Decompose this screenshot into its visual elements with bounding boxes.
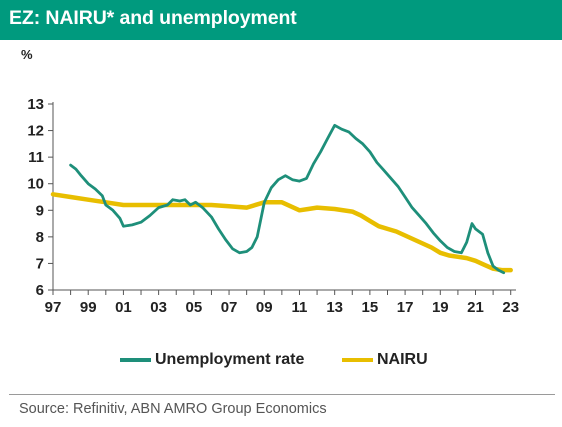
series-line-nairu — [50, 192, 513, 273]
x-tick-label: 21 — [467, 299, 484, 316]
x-tick-label: 99 — [80, 299, 97, 316]
divider — [9, 394, 555, 395]
y-tick-label: 6 — [36, 282, 44, 299]
x-tick-label: 15 — [362, 299, 379, 316]
y-tick-label: 10 — [27, 176, 44, 193]
title-banner: EZ: NAIRU* and unemployment — [0, 0, 562, 40]
chart-title: EZ: NAIRU* and unemployment — [9, 7, 297, 29]
legend-label-unemployment: Unemployment rate — [155, 351, 305, 368]
x-tick-label: 23 — [502, 299, 519, 316]
x-tick-label: 01 — [115, 299, 132, 316]
legend-item-nairu: NAIRU — [342, 349, 428, 371]
y-tick-label: 11 — [28, 149, 44, 166]
y-tick-label: 8 — [36, 229, 44, 246]
legend: Unemployment rate NAIRU — [0, 349, 562, 371]
legend-label-nairu: NAIRU — [377, 351, 428, 368]
y-tick-label: 9 — [36, 202, 44, 219]
x-tick-label: 05 — [185, 299, 202, 316]
x-tick-label: 09 — [256, 299, 273, 316]
y-tick-label: 13 — [27, 96, 44, 113]
series-lines — [50, 123, 513, 275]
y-unit-label: % — [21, 47, 33, 62]
x-tick-label: 11 — [292, 299, 308, 316]
axes — [48, 102, 516, 295]
x-tick-label: 19 — [432, 299, 449, 316]
x-tick-label: 07 — [221, 299, 238, 316]
y-tick-label: 12 — [27, 123, 44, 140]
x-tick-label: 13 — [326, 299, 343, 316]
legend-swatch-nairu — [342, 358, 373, 362]
x-tick-label: 17 — [397, 299, 414, 316]
line-chart: 6 7 8 9 10 11 12 13 97 99 01 03 05 07 09 11 13 15 17 19 21 23 — [27, 96, 519, 316]
legend-swatch-unemployment — [120, 358, 151, 362]
legend-item-unemployment: Unemployment rate — [120, 349, 304, 371]
y-tick-label: 7 — [36, 255, 44, 272]
tick-labels: 6 7 8 9 10 11 12 13 97 99 01 03 05 07 09 11 13 15 17 19 21 23 — [27, 96, 519, 316]
x-tick-label: 03 — [150, 299, 167, 316]
series-line-unemployment-rate — [69, 123, 506, 275]
x-tick-label: 97 — [45, 299, 62, 316]
source-note: Source: Refinitiv, ABN AMRO Group Econom… — [19, 401, 327, 417]
